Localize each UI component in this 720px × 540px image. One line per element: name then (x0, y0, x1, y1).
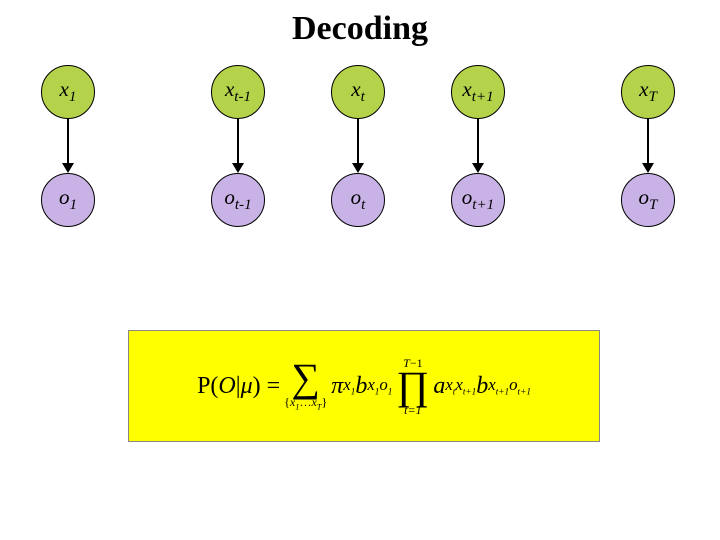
formula: P(O | μ) = ∑ {x1…xT} πx1 bx1o1 T−1 ∏ t=1… (197, 357, 531, 416)
f-b1-sub: x1o1 (367, 375, 392, 396)
emission-arrow-2 (357, 119, 359, 171)
obs-node-o-0: o1 (41, 173, 95, 227)
obs-label: o1 (59, 185, 77, 214)
f-b1: b (355, 373, 367, 400)
f-close: ) = (253, 373, 281, 400)
obs-node-o-3: ot+1 (451, 173, 505, 227)
page-title: Decoding (0, 10, 720, 48)
f-mu: μ (241, 373, 253, 400)
f-open: ( (210, 373, 218, 400)
prod-bot: t=1 (404, 404, 421, 416)
emission-arrow-3 (477, 119, 479, 171)
state-node-x-1: xt-1 (211, 65, 265, 119)
obs-node-o-1: ot-1 (211, 173, 265, 227)
state-label: xt (351, 77, 365, 106)
obs-label: oT (639, 185, 658, 214)
f-a: a (433, 373, 445, 400)
state-node-x-0: x1 (41, 65, 95, 119)
obs-label: ot (351, 185, 366, 214)
f-O: O (218, 373, 235, 400)
f-P: P (197, 373, 210, 400)
state-label: xt+1 (462, 77, 493, 106)
obs-node-o-4: oT (621, 173, 675, 227)
formula-box: P(O | μ) = ∑ {x1…xT} πx1 bx1o1 T−1 ∏ t=1… (128, 330, 600, 442)
obs-label: ot-1 (224, 185, 251, 214)
emission-arrow-1 (237, 119, 239, 171)
obs-label: ot+1 (462, 185, 494, 214)
sum-sym: ∑ (291, 362, 320, 394)
state-node-x-4: xT (621, 65, 675, 119)
f-pi-sub: x1 (343, 375, 355, 396)
prod-op: T−1 ∏ t=1 (396, 357, 429, 416)
f-a-sub: xtxt+1 (445, 375, 476, 396)
state-label: xT (639, 77, 657, 106)
title-text: Decoding (292, 10, 428, 47)
f-b2: b (476, 373, 488, 400)
emission-arrow-0 (67, 119, 69, 171)
f-b2-sub: xt+1ot+1 (488, 375, 531, 396)
state-node-x-3: xt+1 (451, 65, 505, 119)
obs-node-o-2: ot (331, 173, 385, 227)
f-pi: π (331, 373, 343, 400)
sum-op: ∑ {x1…xT} (284, 361, 327, 412)
emission-arrow-4 (647, 119, 649, 171)
state-label: xt-1 (225, 77, 251, 106)
prod-sym: ∏ (396, 370, 429, 402)
state-node-x-2: xt (331, 65, 385, 119)
sum-bot: {x1…xT} (284, 396, 327, 412)
state-label: x1 (60, 77, 77, 106)
